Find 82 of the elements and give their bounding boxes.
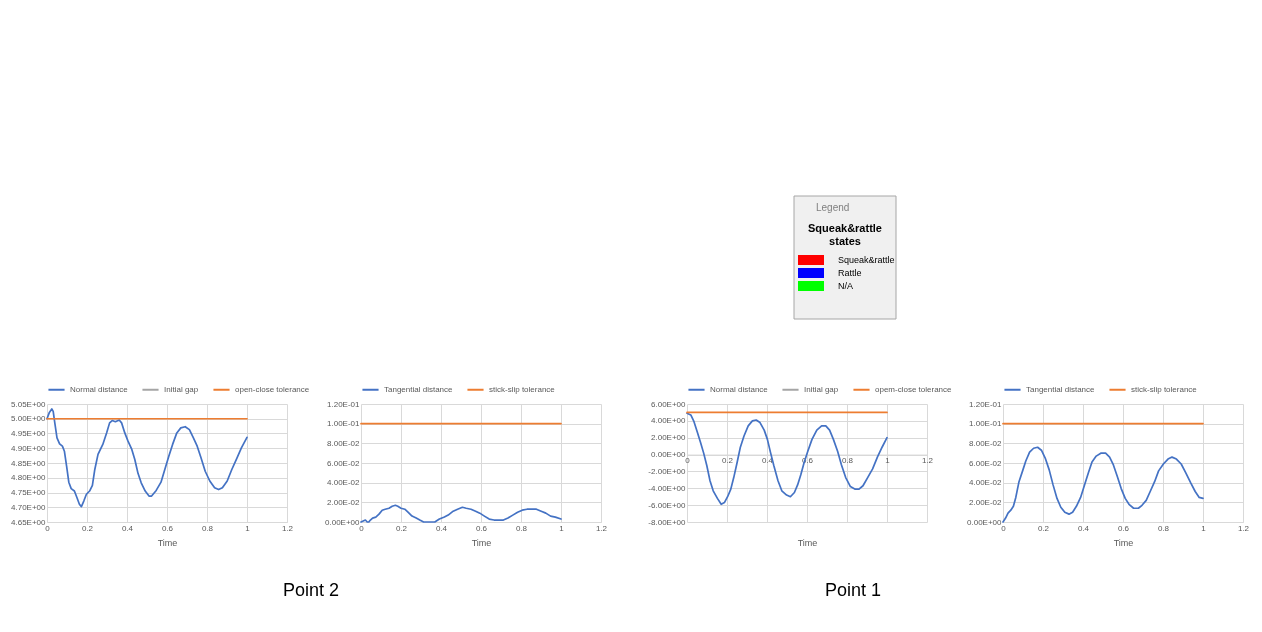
x-axis-title: Time xyxy=(157,537,178,548)
legend-label: Tangential distance xyxy=(1026,384,1096,394)
y-tick-label: 0.00E+00 xyxy=(967,517,1003,527)
x-tick-label: 0.6 xyxy=(475,523,488,533)
x-tick-label: 0.2 xyxy=(1037,523,1050,533)
x-axis-title: Time xyxy=(797,537,818,548)
y-tick-label: 4.85E+00 xyxy=(11,458,47,468)
x-tick-label: 1.2 xyxy=(595,523,608,533)
y-tick-label: 4.00E-02 xyxy=(969,478,1003,488)
legend-label: Initial gap xyxy=(164,384,199,394)
legend-label: Initial gap xyxy=(804,384,839,394)
y-tick-label: -6.00E+00 xyxy=(648,500,687,510)
x-tick-label: 0.2 xyxy=(721,456,734,466)
y-tick-label: 1.00E-01 xyxy=(327,419,361,429)
x-tick-label: 0.4 xyxy=(1077,523,1090,533)
x-tick-label: 0.4 xyxy=(121,523,134,533)
line-series xyxy=(360,504,562,523)
y-tick-label: 4.75E+00 xyxy=(11,488,47,497)
x-tick-label: 0.6 xyxy=(1117,523,1130,533)
legend-label: opem-close tolerance xyxy=(875,384,953,394)
x-axis-title: Time xyxy=(471,537,492,548)
y-tick-label: 1.00E-01 xyxy=(969,419,1003,429)
y-tick-label: 4.00E+00 xyxy=(651,416,687,426)
x-tick-label: 1 xyxy=(885,456,891,466)
text: Point 1 xyxy=(824,580,882,600)
y-tick-label: 4.00E-02 xyxy=(327,478,361,488)
y-tick-label: 6.00E+00 xyxy=(651,399,687,409)
y-tick-label: 5.05E+00 xyxy=(11,399,47,409)
y-tick-label: 1.20E-01 xyxy=(969,399,1003,409)
y-tick-label: 4.70E+00 xyxy=(11,502,47,512)
y-tick-label: 6.00E-02 xyxy=(969,458,1003,468)
x-tick-label: 0.4 xyxy=(761,456,774,466)
legend-label: Tangential distance xyxy=(384,384,454,394)
category-label: Squeak&rattle xyxy=(838,255,895,265)
y-tick-label: 6.00E-02 xyxy=(327,458,361,468)
y-tick-label: 4.65E+00 xyxy=(11,517,47,527)
x-tick-label: 0.4 xyxy=(435,523,448,533)
x-tick-label: 1 xyxy=(245,523,251,533)
x-tick-label: 0.8 xyxy=(1157,523,1170,533)
text: Point 2 xyxy=(282,580,340,600)
y-tick-label: 4.80E+00 xyxy=(11,473,47,483)
x-tick-label: 1.2 xyxy=(1237,523,1250,533)
y-tick-label: 8.00E-02 xyxy=(969,438,1003,448)
x-tick-label: 0 xyxy=(1001,523,1007,533)
legend-label: open-close tolerance xyxy=(235,384,310,394)
x-tick-label: 1.2 xyxy=(281,523,294,533)
x-tick-label: 0.2 xyxy=(395,523,408,533)
line-series xyxy=(1002,446,1204,523)
x-tick-label: 0.8 xyxy=(515,523,528,533)
category-label: Rattle xyxy=(838,268,862,278)
x-axis-title: Time xyxy=(1113,537,1134,548)
legend-label: stick-slip tolerance xyxy=(1131,384,1198,394)
x-tick-label: 1 xyxy=(1201,523,1207,533)
x-tick-label: 1 xyxy=(559,523,565,533)
x-tick-label: 1.2 xyxy=(921,456,934,466)
y-tick-label: -4.00E+00 xyxy=(648,483,687,493)
y-tick-label: 8.00E-02 xyxy=(327,438,361,448)
line-series xyxy=(46,408,248,508)
text: Legend xyxy=(816,202,850,213)
x-tick-label: 0.2 xyxy=(81,523,94,533)
x-tick-label: 0 xyxy=(45,523,51,533)
y-tick-label: 1.20E-01 xyxy=(327,399,361,409)
y-tick-label: 0.00E+00 xyxy=(325,517,361,527)
x-tick-label: 0.6 xyxy=(161,523,174,533)
y-tick-label: 5.00E+00 xyxy=(11,414,47,424)
y-tick-label: 4.90E+00 xyxy=(11,443,47,453)
y-tick-label: 2.00E+00 xyxy=(651,433,687,443)
x-tick-label: 0.8 xyxy=(841,456,854,466)
category-label: N/A xyxy=(838,281,854,291)
line-series xyxy=(686,412,888,506)
legend-label: stick-slip tolerance xyxy=(489,384,556,394)
x-tick-label: 0 xyxy=(359,523,365,533)
legend-title: Squeak&rattle states xyxy=(808,222,882,247)
y-tick-label: 4.95E+00 xyxy=(11,429,47,438)
x-tick-label: 0.8 xyxy=(201,523,214,533)
legend-label: Normal distance xyxy=(70,384,129,394)
y-tick-label: -8.00E+00 xyxy=(648,517,687,527)
y-tick-label: 2.00E-02 xyxy=(969,497,1003,507)
x-tick-label: 0 xyxy=(685,456,691,466)
y-tick-label: -2.00E+00 xyxy=(648,466,687,476)
y-tick-label: 2.00E-02 xyxy=(327,497,361,507)
legend-label: Normal distance xyxy=(710,384,769,394)
